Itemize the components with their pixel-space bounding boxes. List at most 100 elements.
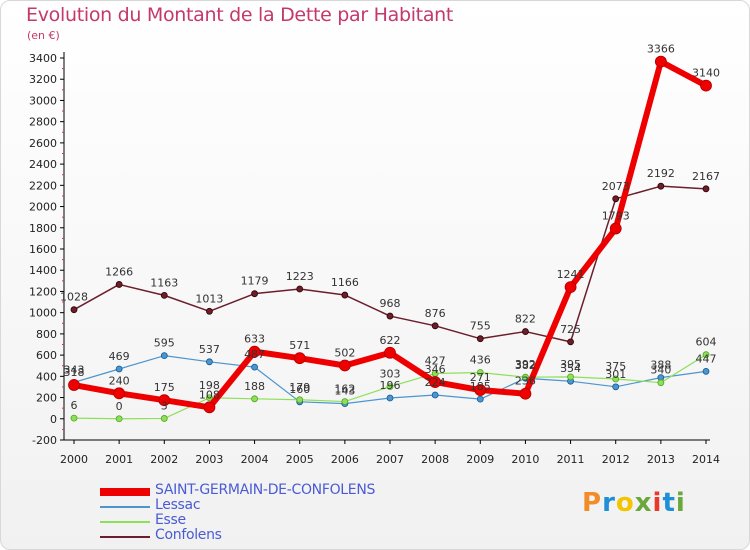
data-point-saint-germain-de-confolens xyxy=(700,79,712,92)
data-point-esse xyxy=(296,396,304,404)
x-tick-label: 2004 xyxy=(241,453,269,466)
data-point-lessac xyxy=(476,395,484,403)
data-point-saint-germain-de-confolens xyxy=(203,401,216,414)
data-label-esse: 0 xyxy=(116,400,123,413)
data-label-saint-germain-de-confolens: 3140 xyxy=(692,67,720,80)
data-point-lessac xyxy=(251,363,258,371)
y-tick-label: 600 xyxy=(36,349,57,362)
data-label-lessac: 469 xyxy=(109,350,130,363)
y-tick-label: 0 xyxy=(50,413,57,426)
data-label-confolens: 1013 xyxy=(195,292,223,305)
data-label-confolens: 1266 xyxy=(105,265,133,278)
series-esse xyxy=(70,351,710,423)
data-point-saint-germain-de-confolens xyxy=(519,387,532,400)
y-tick-label: 800 xyxy=(36,328,57,341)
y-tick-label: 200 xyxy=(36,392,57,405)
data-point-confolens xyxy=(160,291,168,299)
legend-swatch-esse xyxy=(100,521,150,523)
data-label-confolens: 2073 xyxy=(602,180,630,193)
legend-label-lessac: Lessac xyxy=(155,497,201,513)
data-point-confolens xyxy=(431,322,439,330)
y-tick-label: 1600 xyxy=(29,243,57,256)
y-tick-label: 2800 xyxy=(29,116,57,129)
y-tick-label: 2600 xyxy=(29,137,57,150)
data-label-saint-germain-de-confolens: 175 xyxy=(154,381,175,394)
x-tick-label: 2007 xyxy=(376,453,404,466)
data-point-lessac xyxy=(612,383,620,391)
y-tick-label: 400 xyxy=(36,370,57,383)
data-point-confolens xyxy=(657,182,665,190)
data-point-esse xyxy=(567,373,574,381)
data-label-saint-germain-de-confolens: 240 xyxy=(109,374,130,387)
data-label-lessac: 143 xyxy=(334,385,355,398)
data-label-confolens: 876 xyxy=(425,307,446,320)
data-label-esse: 198 xyxy=(199,379,220,392)
y-tick-label: 3000 xyxy=(29,94,57,107)
data-label-esse: 427 xyxy=(425,354,446,367)
data-label-saint-germain-de-confolens: 318 xyxy=(64,366,85,379)
x-tick-label: 2009 xyxy=(466,453,494,466)
data-label-saint-germain-de-confolens: 346 xyxy=(425,363,446,376)
data-point-confolens xyxy=(296,285,304,293)
data-label-esse: 303 xyxy=(380,368,401,381)
legend-label-confolens: Confolens xyxy=(155,527,222,543)
x-tick-label: 2006 xyxy=(331,453,359,466)
y-tick-label: 1000 xyxy=(29,307,57,320)
data-label-confolens: 1223 xyxy=(286,270,314,283)
data-point-lessac xyxy=(431,391,439,399)
data-point-esse xyxy=(386,383,394,391)
data-label-confolens: 755 xyxy=(470,320,491,333)
data-label-lessac: 301 xyxy=(605,368,626,381)
data-label-lessac: 537 xyxy=(199,343,220,356)
data-label-confolens: 1166 xyxy=(331,276,359,289)
logo-letter: i xyxy=(675,488,686,518)
x-tick-label: 2012 xyxy=(602,453,630,466)
data-point-esse xyxy=(206,394,213,402)
legend-swatch-saint-germain-de-confolens xyxy=(100,488,150,496)
logo-letter: P xyxy=(582,488,603,518)
data-label-saint-germain-de-confolens: 1241 xyxy=(557,268,585,281)
proxiti-logo: Proxiti xyxy=(582,488,686,518)
data-label-esse: 375 xyxy=(605,360,626,373)
data-point-confolens xyxy=(567,338,574,346)
data-label-esse: 179 xyxy=(289,381,310,394)
data-point-esse xyxy=(160,415,168,422)
data-label-esse: 188 xyxy=(244,380,265,393)
y-tick-label: 1400 xyxy=(29,264,57,277)
data-label-confolens: 822 xyxy=(515,313,536,326)
x-tick-label: 2010 xyxy=(511,453,539,466)
data-point-saint-germain-de-confolens xyxy=(158,394,171,407)
data-label-saint-germain-de-confolens: 502 xyxy=(334,347,355,360)
legend-swatch-lessac xyxy=(100,506,150,508)
data-label-esse: 395 xyxy=(560,358,581,371)
data-point-confolens xyxy=(251,290,258,298)
data-point-saint-germain-de-confolens xyxy=(248,345,261,358)
data-label-esse: 604 xyxy=(696,336,717,349)
data-label-lessac: 224 xyxy=(425,376,446,389)
data-label-lessac: 185 xyxy=(470,380,491,393)
data-label-confolens: 968 xyxy=(380,297,401,310)
data-point-confolens xyxy=(206,307,213,315)
data-point-saint-germain-de-confolens xyxy=(293,352,306,365)
data-label-lessac: 595 xyxy=(154,337,175,350)
chart-title: Evolution du Montant de la Dette par Hab… xyxy=(26,4,454,26)
data-label-saint-germain-de-confolens: 3366 xyxy=(647,43,675,56)
data-label-lessac: 388 xyxy=(650,359,671,372)
data-label-confolens: 1028 xyxy=(60,291,88,304)
data-point-confolens xyxy=(386,312,394,320)
y-tick-label: -200 xyxy=(32,434,57,447)
data-label-lessac: 343 xyxy=(64,363,85,376)
data-label-saint-germain-de-confolens: 571 xyxy=(289,339,310,352)
data-label-esse: 340 xyxy=(650,364,671,377)
data-label-lessac: 160 xyxy=(289,383,310,396)
y-tick-label: 3200 xyxy=(29,73,57,86)
data-label-esse: 6 xyxy=(71,399,78,412)
data-label-confolens: 2192 xyxy=(647,167,675,180)
data-point-lessac xyxy=(115,365,123,373)
data-point-esse xyxy=(70,414,78,422)
x-tick-label: 2005 xyxy=(286,453,314,466)
data-point-confolens xyxy=(522,328,529,335)
legend-swatch-confolens xyxy=(100,536,150,538)
